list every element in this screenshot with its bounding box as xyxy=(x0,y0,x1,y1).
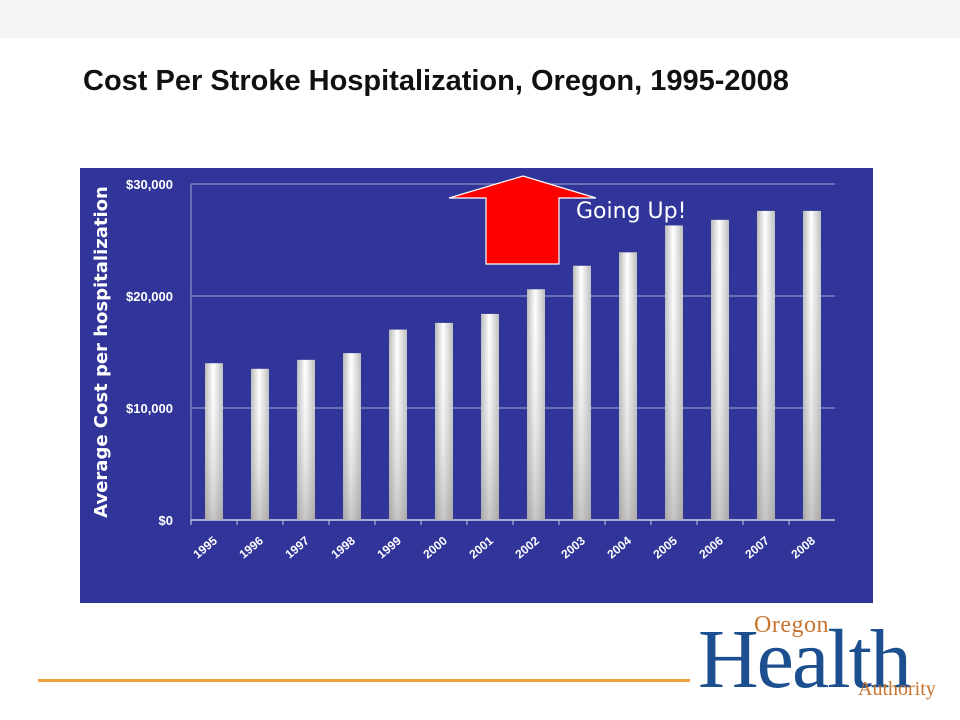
bar-shade xyxy=(435,322,453,520)
x-tick-label: 1996 xyxy=(236,533,266,561)
x-tick-label: 1999 xyxy=(374,533,404,561)
y-axis-title: Average Cost per hospitalization xyxy=(91,186,112,518)
x-tick-label: 1997 xyxy=(282,533,312,561)
oregon-health-authority-logo: Oregon Health Authority xyxy=(698,612,948,708)
x-tick-label: 2005 xyxy=(650,533,680,561)
x-tick-label: 2001 xyxy=(466,533,496,561)
x-tick-label: 2007 xyxy=(742,533,772,561)
bar-shade xyxy=(527,289,545,520)
y-tick-label: $10,000 xyxy=(126,401,173,416)
annotation-going-up: Going Up! xyxy=(576,199,686,224)
bar-shade xyxy=(665,225,683,520)
bar-shade xyxy=(619,252,637,520)
slide-title: Cost Per Stroke Hospitalization, Oregon,… xyxy=(83,65,789,97)
bar-shade xyxy=(251,368,269,520)
x-tick-label: 2006 xyxy=(696,533,726,561)
y-tick-label: $0 xyxy=(159,513,173,528)
x-tick-label: 1995 xyxy=(190,533,220,561)
logo-authority-text: Authority xyxy=(858,678,936,700)
bar-chart: $0 $10,000 $20,000 $30,000 Average Cost per … xyxy=(91,175,835,561)
y-tick-label: $20,000 xyxy=(126,289,173,304)
bar-shade xyxy=(803,210,821,520)
bar-shade xyxy=(757,210,775,520)
bar-shade xyxy=(711,219,729,520)
x-tick-label: 2000 xyxy=(420,533,450,561)
bar-shade xyxy=(481,313,499,520)
top-band xyxy=(0,0,960,38)
bar-shade xyxy=(297,359,315,520)
logo-oregon-text: Oregon xyxy=(754,612,829,638)
bar-shade xyxy=(389,329,407,520)
x-tick-label: 1998 xyxy=(328,533,358,561)
y-tick-label: $30,000 xyxy=(126,177,173,192)
up-arrow-icon xyxy=(448,175,597,265)
x-tick-label: 2003 xyxy=(558,533,588,561)
bar-shade xyxy=(573,265,591,520)
x-tick-label: 2004 xyxy=(604,533,634,561)
bar-shade xyxy=(205,363,223,520)
logo-health-text: Health xyxy=(698,613,912,706)
bar-shade xyxy=(343,353,361,520)
x-tick-label: 2008 xyxy=(788,533,818,561)
footer-divider xyxy=(38,679,690,682)
x-tick-label: 2002 xyxy=(512,533,542,561)
chart-panel: $0 $10,000 $20,000 $30,000 Average Cost per … xyxy=(80,168,873,603)
